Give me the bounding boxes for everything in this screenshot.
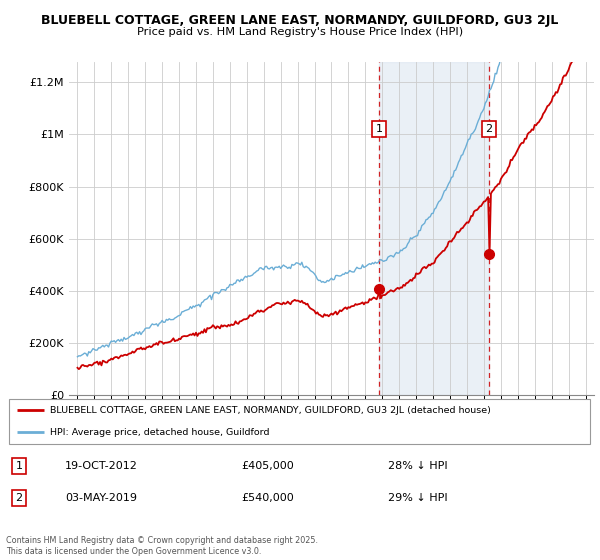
Text: 2: 2 [485,124,493,134]
Text: 29% ↓ HPI: 29% ↓ HPI [388,493,448,503]
Text: £540,000: £540,000 [241,493,294,503]
Text: Price paid vs. HM Land Registry's House Price Index (HPI): Price paid vs. HM Land Registry's House … [137,27,463,37]
Text: 1: 1 [16,461,22,471]
Text: Contains HM Land Registry data © Crown copyright and database right 2025.
This d: Contains HM Land Registry data © Crown c… [6,536,318,556]
FancyBboxPatch shape [9,399,590,444]
Text: 2: 2 [16,493,22,503]
Bar [379,62,489,395]
Text: 03-MAY-2019: 03-MAY-2019 [65,493,137,503]
Text: 1: 1 [376,124,382,134]
Text: BLUEBELL COTTAGE, GREEN LANE EAST, NORMANDY, GUILDFORD, GU3 2JL (detached house): BLUEBELL COTTAGE, GREEN LANE EAST, NORMA… [50,406,491,415]
Text: 19-OCT-2012: 19-OCT-2012 [65,461,137,471]
Text: 28% ↓ HPI: 28% ↓ HPI [388,461,448,471]
Text: £405,000: £405,000 [241,461,294,471]
Text: HPI: Average price, detached house, Guildford: HPI: Average price, detached house, Guil… [50,428,269,437]
Text: BLUEBELL COTTAGE, GREEN LANE EAST, NORMANDY, GUILDFORD, GU3 2JL: BLUEBELL COTTAGE, GREEN LANE EAST, NORMA… [41,14,559,27]
